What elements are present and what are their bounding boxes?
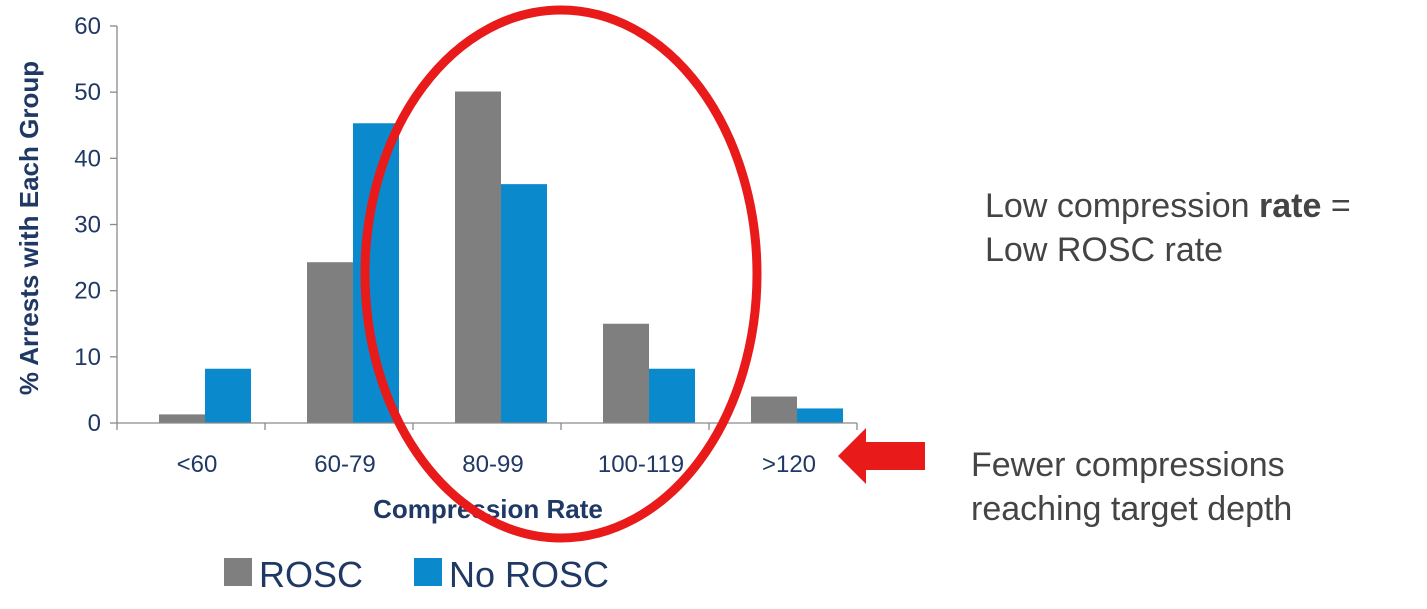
- legend-swatch-no-rosc: [414, 558, 442, 586]
- legend-label-rosc: ROSC: [259, 554, 363, 595]
- bar-rosc-1: [307, 262, 353, 423]
- pointer-arrow-icon: [838, 428, 925, 484]
- x-tick-label: >120: [762, 451, 816, 478]
- bar-no-rosc-4: [797, 408, 843, 423]
- bar-no-rosc-3: [649, 368, 695, 423]
- bar-rosc-3: [603, 323, 649, 423]
- depth-note-line1: Fewer compressions: [971, 446, 1285, 484]
- bar-no-rosc-1: [353, 123, 399, 423]
- y-tick-label: 60: [74, 13, 101, 40]
- y-tick-label: 20: [74, 278, 101, 305]
- bar-no-rosc-0: [205, 368, 251, 423]
- y-tick-label: 50: [74, 79, 101, 106]
- bars-group: [159, 91, 843, 423]
- depth-annotation: Fewer compressions reaching target depth: [971, 443, 1292, 531]
- bar-rosc-4: [751, 396, 797, 423]
- x-tick-label: 80-99: [462, 451, 523, 478]
- legend: ROSC No ROSC: [224, 554, 609, 595]
- y-tick-label: 0: [88, 410, 101, 437]
- y-tick-label: 40: [74, 145, 101, 172]
- x-tick-label: 60-79: [314, 451, 375, 478]
- x-tick-label: <60: [177, 451, 218, 478]
- rate-note-bold: rate: [1259, 187, 1322, 225]
- axes-group: 0 10 20 30 40 50 60 <60 60-79 80-99 100-119 >120: [74, 13, 858, 478]
- bar-rosc-0: [159, 414, 205, 423]
- legend-label-no-rosc: No ROSC: [449, 554, 609, 595]
- x-tick-label: 100-119: [598, 451, 684, 478]
- rate-note-prefix: Low compression: [985, 187, 1260, 225]
- rate-note-suffix: =: [1321, 187, 1351, 225]
- y-tick-label: 10: [74, 344, 101, 371]
- legend-swatch-rosc: [224, 558, 252, 586]
- y-tick-label: 30: [74, 212, 101, 239]
- depth-note-line2: reaching target depth: [971, 490, 1293, 528]
- rate-annotation: Low compression rate = Low ROSC rate: [985, 184, 1351, 272]
- bar-no-rosc-2: [501, 184, 547, 423]
- y-axis-label: % Arrests with Each Group: [14, 61, 44, 395]
- bar-rosc-2: [455, 91, 501, 423]
- rate-note-line2: Low ROSC rate: [985, 231, 1224, 269]
- highlight-ellipse: [360, 5, 762, 543]
